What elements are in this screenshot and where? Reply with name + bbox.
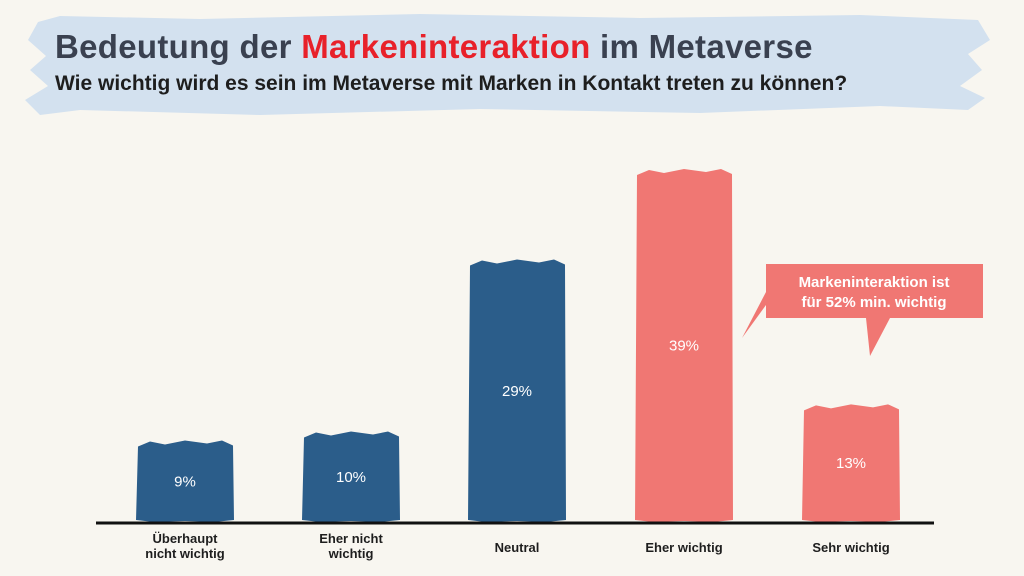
- chart-subtitle: Wie wichtig wird es sein im Metaverse mi…: [55, 72, 848, 95]
- category-label: Überhaupt nicht wichtig: [145, 531, 225, 561]
- title-highlight: Markeninteraktion: [301, 28, 591, 65]
- callout-text: Markeninteraktion ist für 52% min. wichti…: [799, 274, 950, 311]
- category-label: Eher nicht wichtig: [319, 531, 383, 561]
- bar-4: [802, 404, 900, 522]
- category-label: Eher wichtig: [645, 540, 722, 555]
- chart-title: Bedeutung der Markeninteraktion im Metav…: [55, 28, 813, 65]
- bar-value-label: 10%: [336, 469, 366, 486]
- category-label: Sehr wichtig: [812, 540, 889, 555]
- bar-value-label: 29%: [502, 383, 532, 400]
- bar-value-label: 39%: [669, 338, 699, 355]
- bar-1: [302, 431, 400, 522]
- category-label: Neutral: [495, 540, 540, 555]
- bar-3: [635, 169, 733, 523]
- bar-value-label: 9%: [174, 473, 196, 490]
- callout-bubble: [742, 264, 983, 356]
- bar-value-label: 13%: [836, 455, 866, 472]
- header-brush-background: [25, 14, 990, 115]
- bar-2: [468, 259, 566, 522]
- header: Bedeutung der Markeninteraktion im Metav…: [0, 0, 1024, 140]
- bar-0: [136, 440, 234, 522]
